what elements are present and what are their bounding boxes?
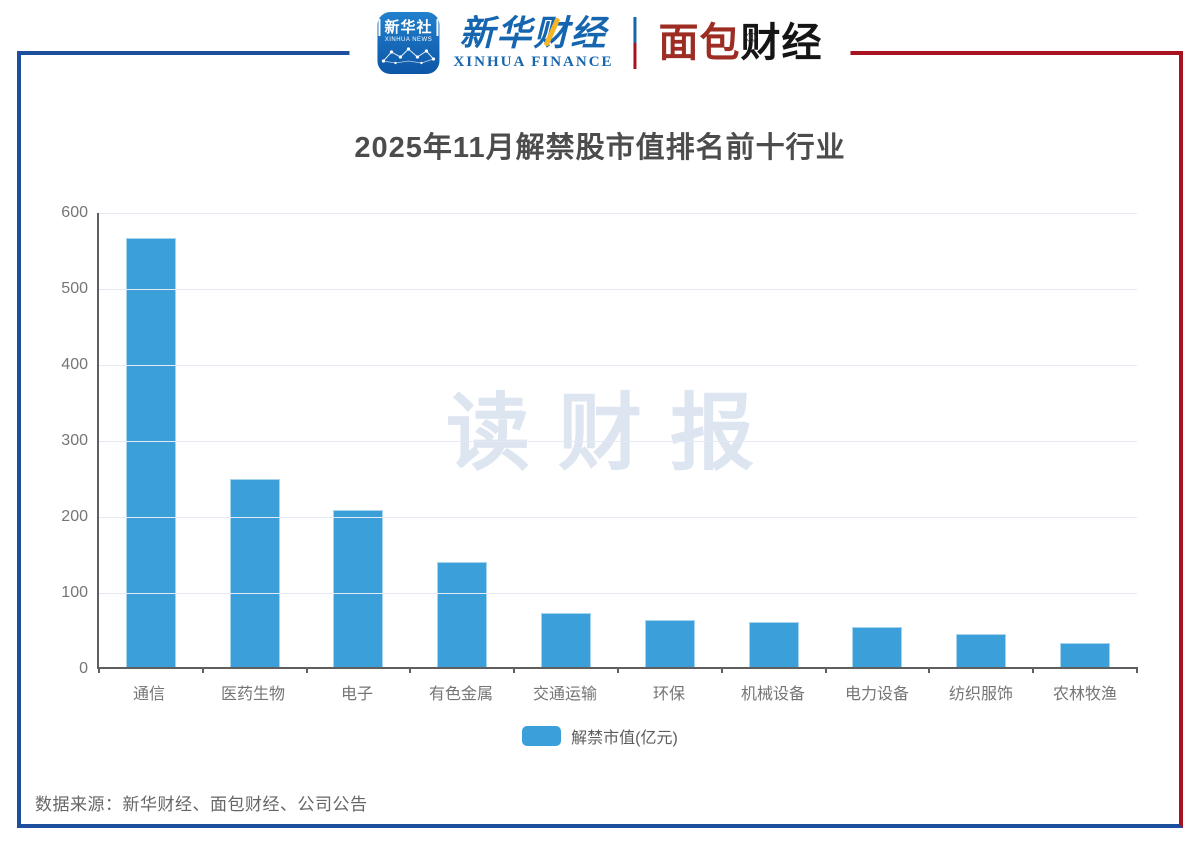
bar-医药生物 xyxy=(229,478,280,667)
data-source-note: 数据来源：新华财经、面包财经、公司公告 xyxy=(35,795,368,814)
plot-area xyxy=(97,213,1138,673)
bar-column xyxy=(99,213,203,667)
gridline xyxy=(99,365,1137,366)
bar-通信 xyxy=(125,237,176,667)
mianbao-red-label: 面包 xyxy=(658,20,741,66)
bar-交通运输 xyxy=(541,613,592,667)
x-axis-labels: 通信 医药生物 电子 有色金属 交通运输 环保 机械设备 电力设备 纺织服饰 农林牧渔 xyxy=(97,680,1137,704)
bar-column xyxy=(1033,213,1137,667)
bar-电力设备 xyxy=(852,627,903,667)
watermark: 读财报 xyxy=(445,386,782,480)
registered-trademark-icon: ® xyxy=(744,31,758,46)
x-axis-tick xyxy=(305,667,308,673)
y-axis-tick-label: 600 xyxy=(61,204,88,221)
y-axis-tick-label: 100 xyxy=(61,584,88,601)
xinhua-news-en-label: XINHUA NEWS xyxy=(384,37,433,43)
gridline xyxy=(99,517,1137,518)
x-axis-category-label: 纺织服饰 xyxy=(948,686,1013,703)
bar-column xyxy=(514,213,618,667)
xinhua-finance-en-label: XINHUA FINANCE xyxy=(453,53,614,70)
bar-有色金属 xyxy=(437,562,488,667)
x-axis-tick xyxy=(824,667,827,673)
bar-column xyxy=(826,213,930,667)
bar-纺织服饰 xyxy=(956,633,1007,667)
x-axis-tick xyxy=(409,667,412,673)
x-axis-category-label: 医药生物 xyxy=(220,686,285,703)
x-axis-category-label: 交通运输 xyxy=(532,686,597,703)
x-axis-category-label: 农林牧渔 xyxy=(1052,686,1117,703)
bar-column xyxy=(307,213,411,667)
y-axis-tick-label: 500 xyxy=(61,280,88,297)
x-axis-category-label: 通信 xyxy=(132,686,165,703)
gridline xyxy=(99,441,1137,442)
y-axis-tick-label: 200 xyxy=(61,508,88,525)
bar-环保 xyxy=(644,619,695,667)
mianbao-black-label: 财经 xyxy=(740,20,823,66)
xinhua-news-cn-label: 新华社 xyxy=(378,19,439,36)
x-axis-tick xyxy=(928,667,931,673)
legend-label: 解禁市值(亿元) xyxy=(571,730,678,747)
y-axis-tick-label: 0 xyxy=(79,660,88,677)
header: 新华社 XINHUA NEWS 新华财经 XINHUA FINANCE 面包财经… xyxy=(349,6,851,80)
xinhua-finance-cn-label: 新华财经 xyxy=(459,13,608,53)
gridline xyxy=(99,289,1137,290)
x-axis-tick xyxy=(201,667,204,673)
x-axis-tick xyxy=(98,667,100,673)
x-axis-tick xyxy=(720,667,723,673)
bar-农林牧渔 xyxy=(1060,642,1111,667)
chart-title: 2025年11月解禁股市值排名前十行业 xyxy=(354,132,846,164)
gridline xyxy=(99,593,1137,594)
x-axis-category-label: 电子 xyxy=(340,686,373,703)
bar-column xyxy=(929,213,1033,667)
bar-机械设备 xyxy=(748,622,799,667)
gridline xyxy=(99,213,1137,214)
x-axis-category-label: 机械设备 xyxy=(740,686,805,703)
y-axis-tick-label: 400 xyxy=(61,356,88,373)
bar-column xyxy=(618,213,722,667)
y-axis-tick-label: 300 xyxy=(61,432,88,449)
bar-column xyxy=(410,213,514,667)
x-axis-tick xyxy=(1136,667,1138,673)
bar-column xyxy=(203,213,307,667)
x-axis-category-label: 环保 xyxy=(652,686,685,703)
xinhua-news-logo-icon: 新华社 XINHUA NEWS xyxy=(377,12,440,74)
legend: 解禁市值(亿元) xyxy=(0,724,1200,748)
x-axis-tick xyxy=(513,667,516,673)
bar-电子 xyxy=(333,509,384,667)
mianbao-finance-logo: 面包财经 ® xyxy=(659,20,823,66)
bars-row xyxy=(99,213,1137,667)
bar-column xyxy=(722,213,826,667)
header-divider xyxy=(633,17,637,69)
x-axis-tick xyxy=(1032,667,1035,673)
x-axis-category-label: 有色金属 xyxy=(428,686,493,703)
xinhua-finance-logo: 新华财经 XINHUA FINANCE xyxy=(453,13,614,71)
network-graphic-icon xyxy=(381,47,436,65)
y-axis-labels: 0 100 200 300 400 500 600 xyxy=(40,204,88,677)
x-axis-tick xyxy=(617,667,619,673)
legend-swatch xyxy=(522,726,562,746)
x-axis-category-label: 电力设备 xyxy=(844,686,909,703)
